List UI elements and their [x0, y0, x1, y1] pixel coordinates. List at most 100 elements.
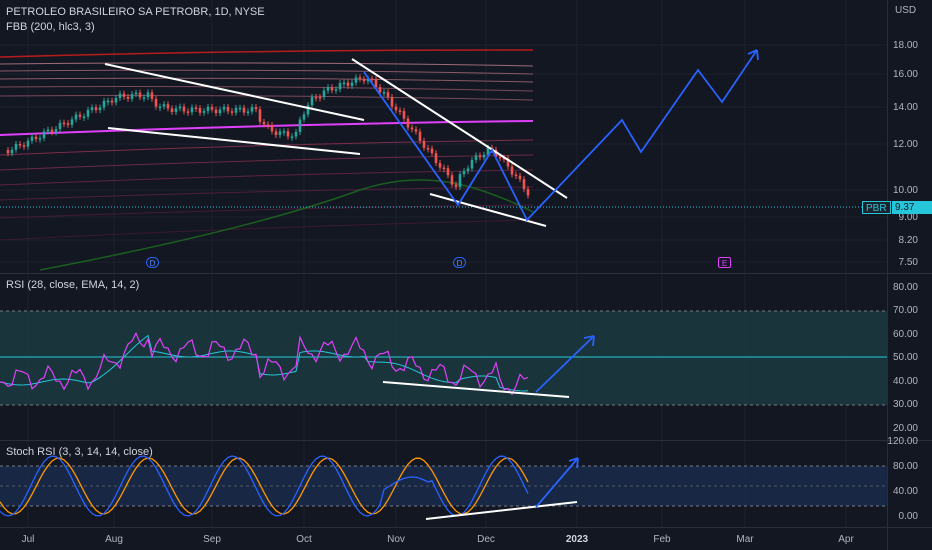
pane-separator[interactable] [0, 273, 932, 274]
price-axis-tick: 8.20 [898, 235, 918, 246]
time-axis-tick: Jul [21, 534, 35, 545]
candle-body [506, 158, 510, 167]
candle-body [122, 93, 126, 97]
band-line [0, 69, 534, 75]
candle-body [54, 129, 58, 133]
band-line [0, 120, 534, 136]
candle-body [282, 131, 286, 133]
candle-body [114, 98, 118, 103]
dividend-marker-icon[interactable]: D [146, 257, 159, 268]
candle-body [178, 106, 182, 109]
earnings-marker-icon[interactable]: E [718, 257, 731, 268]
trendline [351, 58, 568, 199]
candle-body [446, 168, 450, 176]
candle-body [190, 107, 194, 113]
candle-body [426, 147, 430, 150]
candle-body [454, 184, 458, 187]
stoch-d-line [0, 457, 529, 515]
time-axis-tick: Feb [653, 534, 671, 545]
candle-body [274, 131, 278, 136]
candle-body [158, 106, 162, 109]
time-axis-separator [0, 527, 932, 528]
rsi-signal-line [0, 334, 529, 392]
time-axis-tick: Dec [477, 534, 495, 545]
rsi-pane [0, 310, 887, 406]
candle-body [222, 106, 226, 110]
candle-body [386, 92, 390, 98]
candle-body [126, 96, 130, 99]
candle-body [62, 122, 66, 125]
candle-body [510, 166, 514, 175]
candle-body [438, 163, 442, 168]
stoch-rsi-legend[interactable]: Stoch RSI (3, 3, 14, 14, close) [6, 446, 153, 458]
candle-body [302, 114, 306, 120]
stoch-axis-tick: 0.00 [898, 511, 918, 522]
rsi-axis-tick: 60.00 [892, 329, 918, 340]
lower-band-line [39, 179, 534, 271]
candle-body [262, 121, 266, 125]
candle-body [14, 144, 18, 150]
candle-body [10, 149, 14, 154]
candle-body [150, 92, 154, 99]
rsi-axis-tick: 50.00 [892, 352, 918, 363]
candle-body [22, 145, 26, 147]
candle-body [342, 82, 346, 85]
band-line [0, 219, 534, 241]
rsi-axis-tick: 80.00 [892, 282, 918, 293]
stoch-k-line [0, 455, 529, 517]
main-indicator-legend[interactable]: FBB (200, hlc3, 3) [6, 21, 95, 33]
price-axis-tick: 9.00 [898, 212, 918, 223]
stoch-pane [0, 455, 887, 517]
candle-body [98, 107, 102, 111]
ticker-badge: PBR [862, 201, 891, 214]
time-axis-tick: Nov [387, 534, 405, 545]
candle-body [366, 78, 370, 82]
candle-body [514, 174, 518, 177]
candle-body [418, 131, 422, 141]
candle-body [202, 111, 206, 113]
dividend-marker-icon[interactable]: D [453, 257, 466, 268]
pane-separator[interactable] [0, 440, 932, 441]
rsi-trendline [382, 381, 570, 398]
stoch-trendline [425, 501, 578, 520]
candle-body [482, 154, 486, 158]
candle-body [362, 79, 366, 82]
candle-body [218, 109, 222, 114]
candle-body [70, 119, 74, 125]
candle-body [330, 87, 334, 91]
candle-body [398, 110, 402, 112]
candle-body [270, 124, 274, 132]
candle-body [82, 116, 86, 119]
candle-body [18, 144, 22, 146]
candle-body [358, 77, 362, 80]
candle-body [162, 104, 166, 107]
candle-body [214, 109, 218, 114]
candle-body [462, 171, 466, 175]
currency-label: USD [895, 5, 917, 16]
candle-body [250, 107, 254, 112]
candle-body [46, 129, 50, 132]
time-axis-tick: Oct [296, 534, 312, 545]
candle-body [378, 87, 382, 93]
candle-body [78, 114, 82, 117]
candle-body [258, 109, 262, 122]
projection-path [363, 49, 758, 222]
candle-body [102, 100, 106, 108]
candle-body [266, 124, 270, 126]
symbol-title: PETROLEO BRASILEIRO SA PETROBR, 1D, NYSE [6, 6, 265, 18]
candle-body [94, 107, 98, 111]
candle-body [230, 111, 234, 113]
stoch-axis-tick: 120.00 [887, 436, 918, 447]
rsi-axis-tick: 40.00 [892, 376, 918, 387]
candle-body [226, 106, 230, 112]
candle-body [430, 148, 434, 154]
candle-body [210, 106, 214, 110]
candle-body [402, 111, 406, 119]
rsi-legend[interactable]: RSI (28, close, EMA, 14, 2) [6, 279, 140, 291]
candle-body [322, 90, 326, 98]
candle-body [74, 114, 78, 120]
candle-body [354, 77, 358, 83]
candle-body [346, 82, 350, 86]
candle-body [90, 107, 94, 110]
